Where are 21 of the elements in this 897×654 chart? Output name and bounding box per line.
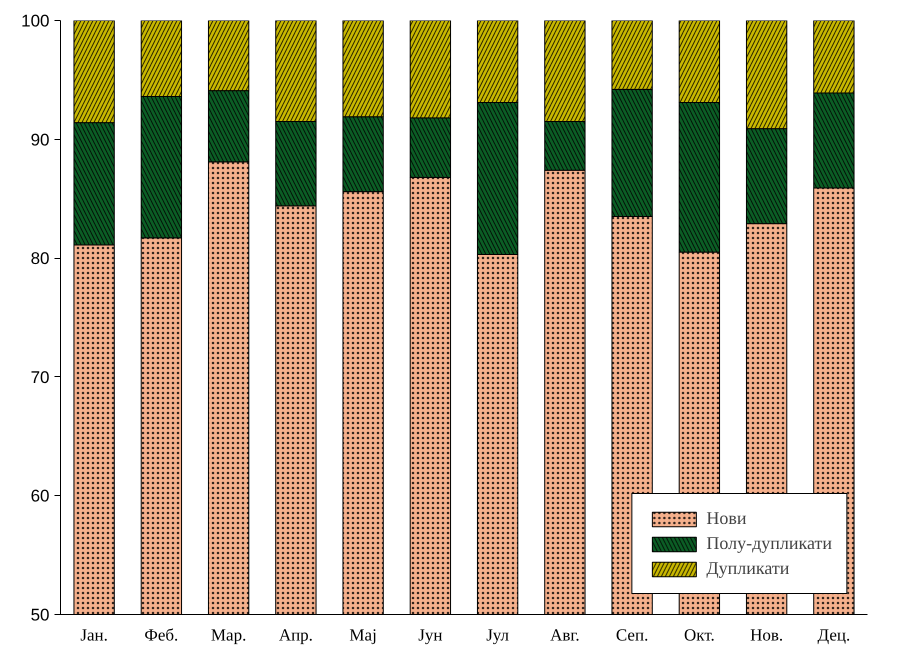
legend-label: Дупликати: [706, 558, 790, 579]
x-tick-label: Дец.: [818, 626, 850, 644]
x-tick-label: Јун: [418, 626, 442, 644]
y-tick-label: 100: [21, 12, 50, 30]
x-tick-label: Апр.: [278, 626, 313, 644]
x-tick-label: Нов.: [750, 626, 784, 644]
x-tick-label: Окт.: [684, 626, 715, 644]
y-tick-label: 80: [30, 249, 50, 268]
x-tick-label: Јул: [486, 626, 510, 644]
legend-label: Полу-дупликати: [706, 533, 832, 554]
y-tick-label: 60: [30, 486, 50, 506]
x-tick-label: Мар.: [210, 626, 246, 644]
legend-label: Нови: [706, 508, 746, 529]
x-tick-label: Сеп.: [616, 626, 648, 644]
y-tick-label: 70: [30, 368, 50, 387]
x-tick-label: Авг.: [550, 626, 580, 644]
x-tick-label: Јан.: [80, 626, 108, 644]
x-tick-label: Мај: [349, 626, 377, 644]
y-tick-label: 90: [30, 130, 50, 150]
y-tick-label: 50: [30, 606, 50, 624]
x-tick-label: Феб.: [144, 626, 178, 644]
